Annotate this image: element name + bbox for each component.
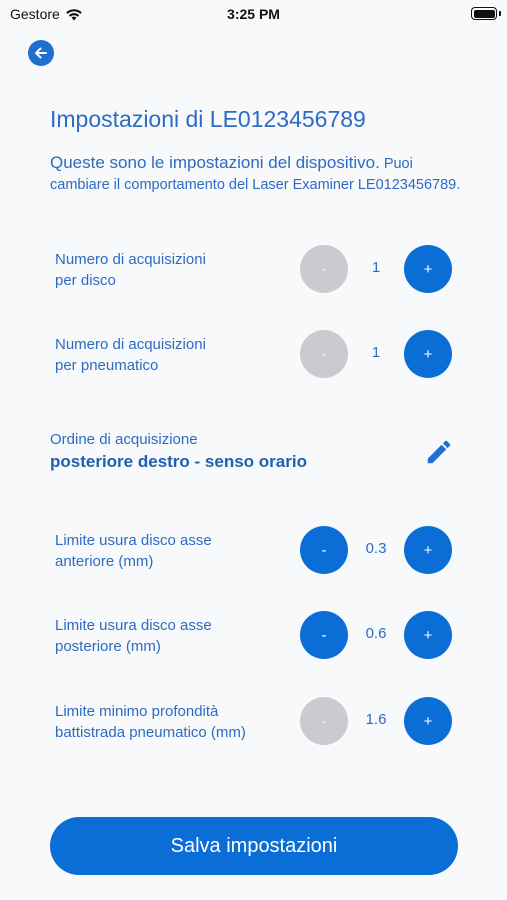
back-button[interactable] [28,40,54,66]
carrier-name: Gestore [10,6,60,22]
increment-button[interactable]: + [404,245,452,293]
stepper-value: 0.6 [365,625,387,642]
setting-row-front-disc-wear: Limite usura disco asse anteriore (mm) - … [0,526,507,576]
arrow-left-icon [35,47,47,59]
pencil-icon [427,440,451,464]
stepper-value: 1.6 [365,711,387,728]
decrement-button[interactable]: - [300,245,348,293]
battery-icon [471,7,497,20]
setting-row-rear-disc-wear: Limite usura disco asse posteriore (mm) -… [0,611,507,661]
increment-button[interactable]: + [404,330,452,378]
increment-button[interactable]: + [404,697,452,745]
decrement-button[interactable]: - [300,526,348,574]
setting-row-acquisitions-tire: Numero di acquisizioni per pneumatico - 1… [0,330,507,380]
status-time: 3:25 PM [227,6,280,22]
decrement-button[interactable]: - [300,330,348,378]
save-settings-button[interactable]: Salva impostazioni [50,817,458,875]
setting-label: Numero di acquisizioni per disco [55,251,206,289]
order-value: posteriore destro - senso orario [50,452,307,471]
status-bar: Gestore 3:25 PM [0,0,507,30]
intro-lead: Queste sono le impostazioni del disposit… [50,153,380,172]
page-title: Impostazioni di LE0123456789 [50,106,366,132]
setting-label: Limite usura disco asse posteriore (mm) [55,617,212,655]
edit-order-button[interactable] [424,437,454,472]
setting-row-acquisitions-disc: Numero di acquisizioni per disco - 1 + [0,245,507,295]
stepper-value: 1 [371,259,381,276]
order-label: Ordine di acquisizione [50,431,198,448]
battery-tip [499,11,501,16]
intro-text: Queste sono le impostazioni del disposit… [50,152,470,196]
setting-label: Limite usura disco asse anteriore (mm) [55,532,212,570]
increment-button[interactable]: + [404,526,452,574]
stepper-value: 1 [371,344,381,361]
stepper-value: 0.3 [365,540,387,557]
wifi-icon [66,8,82,20]
increment-button[interactable]: + [404,611,452,659]
setting-row-tread-depth: Limite minimo profondità battistrada pneu… [0,697,507,747]
intro-rest: Puoi cambiare il comportamento del Laser… [50,156,461,193]
carrier-group: Gestore [10,6,83,22]
decrement-button[interactable]: - [300,611,348,659]
decrement-button[interactable]: - [300,697,348,745]
setting-label: Numero di acquisizioni per pneumatico [55,336,206,374]
setting-label: Limite minimo profondità battistrada pneu… [55,703,246,741]
acquisition-order: Ordine di acquisizione posteriore destro… [50,431,470,472]
